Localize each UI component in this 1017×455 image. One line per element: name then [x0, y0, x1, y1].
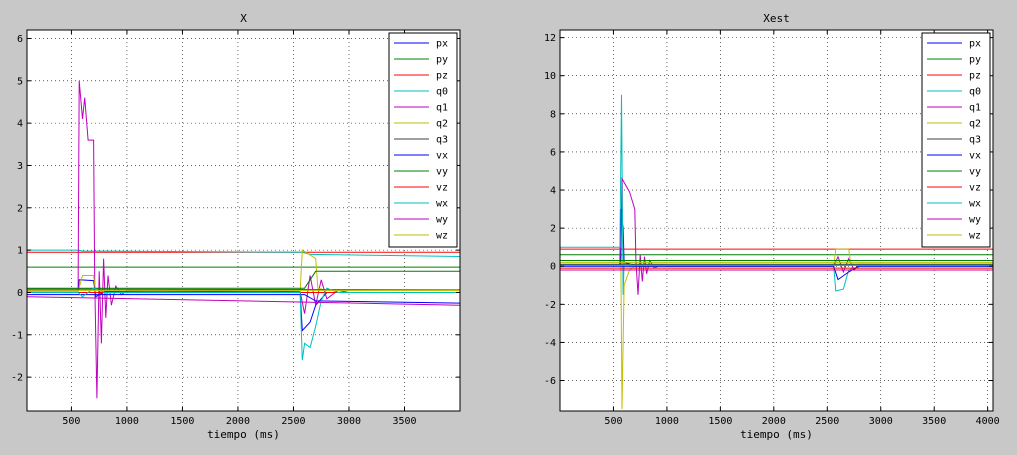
x-tick-label: 500 — [62, 416, 80, 427]
legend: px py pz q0 q1 q2 q3 vx vy vz wx wy wz — [921, 32, 991, 248]
legend-label-vy: vy — [969, 167, 981, 178]
legend-label-q3: q3 — [436, 135, 448, 146]
y-tick-label: 4 — [550, 186, 556, 197]
x-axis-label: tiempo (ms) — [207, 428, 280, 441]
legend-label-px: px — [436, 39, 448, 50]
y-tick-label: 4 — [17, 119, 23, 130]
y-tick-label: 6 — [17, 34, 23, 45]
chart-title: Xest — [763, 12, 790, 25]
y-tick-label: -6 — [544, 376, 556, 387]
legend: px py pz q0 q1 q2 q3 vx vy vz wx wy wz — [388, 32, 458, 248]
chart-x: 500 1000 1500 2000 2500 3000 3500 -2 -1 0 1 2 3 4 5 6 Xt… — [11, 12, 461, 441]
y-tick-label: 1 — [17, 246, 23, 257]
y-tick-label: -2 — [544, 300, 556, 311]
legend-label-wz: wz — [436, 231, 448, 242]
y-tick-label: 2 — [550, 224, 556, 235]
legend-label-px: px — [969, 39, 981, 50]
legend-label-wz: wz — [969, 231, 981, 242]
y-tick-label: 12 — [544, 33, 556, 44]
x-tick-label: 1500 — [170, 416, 194, 427]
legend-label-pz: pz — [436, 71, 448, 82]
series-line-q1 — [560, 176, 994, 295]
plot-area — [560, 30, 993, 411]
y-tick-label: 0 — [550, 262, 556, 273]
series-line-vy — [27, 270, 460, 289]
x-tick-label: 3500 — [392, 416, 416, 427]
x-tick-label: 2500 — [815, 416, 839, 427]
series-line-vx — [560, 265, 993, 281]
legend-label-q3: q3 — [969, 135, 981, 146]
legend-label-q1: q1 — [436, 103, 448, 114]
legend-label-wy: wy — [436, 215, 448, 226]
y-tick-label: 5 — [17, 76, 23, 87]
legend-label-q1: q1 — [969, 103, 981, 114]
chart-xest: 500 1000 1500 2000 2500 3000 3500 4000 -6 -4 -2 0 2 4… — [544, 12, 1000, 441]
y-tick-label: -1 — [11, 330, 23, 341]
legend-label-wy: wy — [969, 215, 981, 226]
legend-label-vz: vz — [969, 183, 981, 194]
plot-area — [27, 30, 460, 411]
series-line-q3 — [26, 288, 461, 291]
chart-panel-xest: 500 1000 1500 2000 2500 3000 3500 4000 -6 -4 -2 0 2 4… — [533, 0, 1017, 455]
legend-label-py: py — [436, 55, 448, 66]
x-tick-label: 3000 — [337, 416, 361, 427]
legend-box — [921, 32, 991, 248]
legend-label-py: py — [969, 55, 981, 66]
series-line-q0 — [27, 249, 461, 257]
x-tick-label: 2000 — [762, 416, 786, 427]
legend-label-q0: q0 — [969, 87, 981, 98]
legend-label-vx: vx — [436, 151, 448, 162]
y-tick-label: 8 — [550, 109, 556, 120]
x-tick-label: 2500 — [281, 416, 305, 427]
x-tick-label: 2000 — [226, 416, 250, 427]
y-tick-label: 3 — [17, 161, 23, 172]
y-tick-label: -2 — [11, 373, 23, 384]
legend-label-wx: wx — [436, 199, 448, 210]
x-axis-label: tiempo (ms) — [740, 428, 813, 441]
y-tick-label: 2 — [17, 203, 23, 214]
chart-title: X — [240, 12, 247, 25]
x-tick-label: 1000 — [655, 416, 679, 427]
legend-label-q2: q2 — [969, 119, 981, 130]
x-tick-label: 4000 — [976, 416, 1000, 427]
axes-frame — [559, 29, 994, 412]
y-tick-label: 6 — [550, 147, 556, 158]
series-line-wy — [26, 296, 461, 306]
legend-label-pz: pz — [969, 71, 981, 82]
x-tick-label: 500 — [604, 416, 622, 427]
x-tick-label: 3000 — [869, 416, 893, 427]
legend-label-vz: vz — [436, 183, 448, 194]
legend-label-q0: q0 — [436, 87, 448, 98]
series-line-vx — [27, 294, 461, 304]
legend-label-vx: vx — [969, 151, 981, 162]
x-tick-label: 1500 — [708, 416, 732, 427]
y-tick-label: -4 — [544, 338, 556, 349]
x-tick-label: 3500 — [922, 416, 946, 427]
axes-frame — [26, 29, 461, 412]
legend-label-q2: q2 — [436, 119, 448, 130]
y-tick-label: 10 — [544, 71, 556, 82]
legend-box — [388, 32, 458, 248]
legend-label-wx: wx — [969, 199, 981, 210]
y-tick-label: 0 — [17, 288, 23, 299]
x-tick-label: 1000 — [115, 416, 139, 427]
legend-label-vy: vy — [436, 167, 448, 178]
